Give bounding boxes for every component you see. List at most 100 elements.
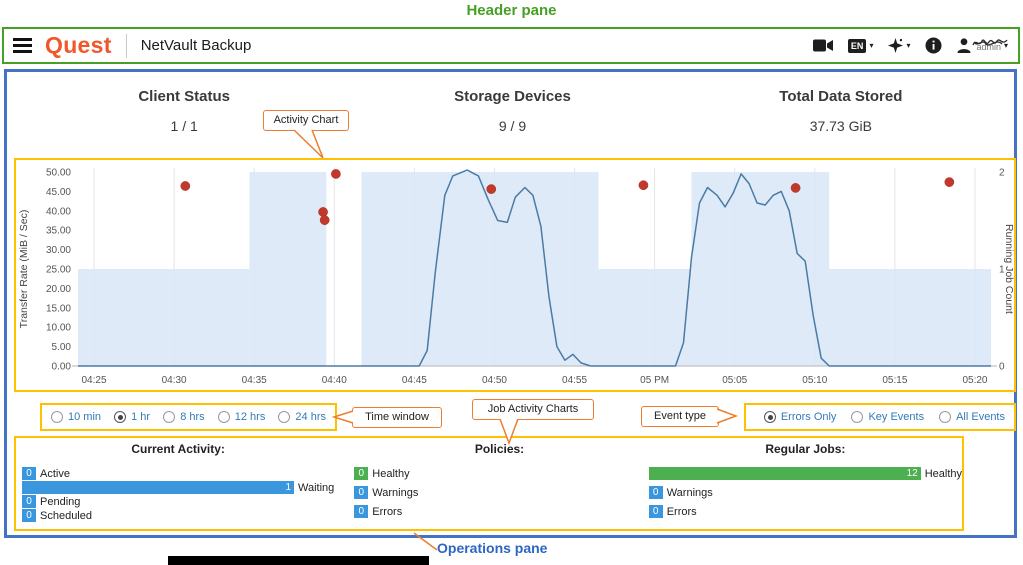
ops-value-badge[interactable]: 0 bbox=[22, 495, 36, 508]
radio-1-hr[interactable]: 1 hr bbox=[114, 411, 150, 423]
radio-label: 8 hrs bbox=[180, 411, 205, 423]
header-divider bbox=[125, 33, 127, 58]
summary-row: Client Status 1 / 1 Storage Devices 9 / … bbox=[20, 88, 1005, 134]
radio-button[interactable] bbox=[763, 411, 776, 423]
ops-group-title: Current Activity: bbox=[131, 442, 225, 456]
annotation-time-window: Time window bbox=[352, 407, 442, 428]
client-status-value: 1 / 1 bbox=[170, 118, 198, 134]
svg-text:15.00: 15.00 bbox=[46, 303, 71, 314]
total-data-stored-label: Total Data Stored bbox=[779, 88, 903, 105]
ops-value-badge[interactable]: 0 bbox=[22, 467, 36, 480]
chevron-down-icon: ▾ bbox=[1003, 41, 1008, 50]
radio-8-hrs[interactable]: 8 hrs bbox=[163, 411, 205, 423]
ops-row-errors[interactable]: 0 Errors bbox=[354, 505, 644, 518]
ops-row-waiting[interactable]: 1 Waiting bbox=[22, 481, 334, 494]
radio-label: 10 min bbox=[68, 411, 102, 423]
ops-row-label: Active bbox=[40, 467, 70, 480]
ops-value-bar[interactable]: 12 bbox=[648, 467, 921, 480]
info-button[interactable] bbox=[925, 37, 942, 54]
ops-value-badge[interactable]: 0 bbox=[648, 486, 663, 499]
ops-row-warnings[interactable]: 0 Warnings bbox=[354, 486, 644, 499]
ops-value-badge[interactable]: 0 bbox=[354, 486, 369, 499]
radio-button[interactable] bbox=[278, 411, 291, 423]
svg-text:05:10: 05:10 bbox=[802, 375, 827, 386]
radio-label: 1 hr bbox=[131, 411, 151, 423]
language-menu[interactable]: EN ▾ bbox=[847, 38, 874, 53]
radio-errors-only[interactable]: Errors Only bbox=[763, 411, 836, 423]
ops-group-title: Policies: bbox=[474, 442, 525, 456]
svg-text:04:35: 04:35 bbox=[242, 375, 267, 386]
quest-logo[interactable]: Quest bbox=[45, 32, 112, 58]
radio-button[interactable] bbox=[163, 411, 176, 423]
window-edge-bar bbox=[168, 556, 429, 565]
ops-value-badge[interactable]: 0 bbox=[354, 467, 369, 480]
ops-value-badge[interactable]: 0 bbox=[22, 509, 36, 522]
time-window-group: 10 min 1 hr 8 hrs 12 hrs 24 hrs bbox=[40, 403, 337, 431]
annotation-activity-chart: Activity Chart bbox=[263, 110, 349, 131]
radio-button[interactable] bbox=[851, 411, 864, 423]
svg-text:04:45: 04:45 bbox=[402, 375, 427, 386]
ops-value-badge[interactable]: 0 bbox=[648, 505, 663, 518]
radio-24-hrs[interactable]: 24 hrs bbox=[278, 411, 326, 423]
ops-value-bar[interactable]: 1 bbox=[22, 481, 294, 494]
ops-row-label: Healthy bbox=[924, 467, 962, 480]
info-icon bbox=[925, 37, 942, 54]
svg-text:5.00: 5.00 bbox=[52, 342, 72, 353]
radio-label: 12 hrs bbox=[234, 411, 266, 423]
radio-button[interactable] bbox=[217, 411, 230, 423]
radio-button[interactable] bbox=[114, 411, 127, 423]
radio-10-min[interactable]: 10 min bbox=[51, 411, 101, 423]
svg-text:1: 1 bbox=[999, 265, 1005, 276]
header-icons: EN ▾ ▾ admin ▾ bbox=[812, 37, 1008, 55]
svg-text:30.00: 30.00 bbox=[46, 245, 71, 256]
ops-row-pending[interactable]: 0 Pending bbox=[22, 495, 334, 508]
svg-text:0: 0 bbox=[999, 362, 1005, 373]
radio-button[interactable] bbox=[51, 411, 63, 423]
video-tutorial-icon[interactable] bbox=[812, 39, 833, 52]
storage-devices-value: 9 / 9 bbox=[498, 118, 527, 134]
annotation-header-pane-label: Header pane bbox=[466, 2, 557, 19]
radio-12-hrs[interactable]: 12 hrs bbox=[217, 411, 266, 423]
radio-all-events[interactable]: All Events bbox=[939, 411, 1005, 423]
activity-chart[interactable]: 50.00 45.00 40.00 35.00 30.00 25.00 20.00 15.00… bbox=[14, 158, 1016, 392]
svg-text:35.00: 35.00 bbox=[46, 226, 71, 237]
ops-row-healthy[interactable]: 12 Healthy bbox=[648, 467, 962, 480]
annotation-job-activity-charts: Job Activity Charts bbox=[472, 399, 594, 420]
ops-row-label: Pending bbox=[40, 495, 81, 508]
ops-row-active[interactable]: 0 Active bbox=[22, 467, 334, 480]
svg-text:04:55: 04:55 bbox=[562, 375, 587, 386]
chevron-down-icon: ▾ bbox=[869, 41, 874, 50]
ops-row-errors[interactable]: 0 Errors bbox=[648, 505, 962, 518]
radio-label: All Events bbox=[956, 411, 1005, 423]
svg-text:04:40: 04:40 bbox=[322, 375, 347, 386]
total-data-stored-summary: Total Data Stored 37.73 GiB bbox=[677, 88, 1005, 134]
ops-row-label: Errors bbox=[666, 505, 697, 518]
ops-row-healthy[interactable]: 0 Healthy bbox=[354, 467, 644, 480]
ops-row-label: Scheduled bbox=[40, 509, 92, 522]
ops-group-current-activity-: Current Activity: 0 Active 1 Waiting 0 Pending… bbox=[16, 438, 334, 529]
chevron-down-icon: ▾ bbox=[906, 41, 911, 50]
ops-row-label: Warnings bbox=[372, 486, 419, 499]
ops-row-warnings[interactable]: 0 Warnings bbox=[648, 486, 962, 499]
menu-icon[interactable] bbox=[13, 35, 32, 56]
svg-text:05 PM: 05 PM bbox=[640, 375, 669, 386]
radio-button[interactable] bbox=[939, 411, 952, 423]
user-menu[interactable]: admin ▾ bbox=[957, 37, 1008, 55]
svg-text:2: 2 bbox=[999, 168, 1005, 179]
svg-text:05:20: 05:20 bbox=[962, 375, 987, 386]
ops-value-badge[interactable]: 0 bbox=[354, 505, 369, 518]
svg-text:Transfer Rate (MiB / Sec): Transfer Rate (MiB / Sec) bbox=[18, 210, 30, 329]
ops-row-scheduled[interactable]: 0 Scheduled bbox=[22, 509, 334, 522]
ops-row-label: Healthy bbox=[372, 467, 410, 480]
ops-group-title: Regular Jobs: bbox=[765, 442, 846, 456]
ops-group-policies-: Policies: 0 Healthy 0 Warnings 0 Errors bbox=[334, 438, 644, 529]
job-activity-charts: Current Activity: 0 Active 1 Waiting 0 Pending… bbox=[14, 436, 964, 531]
radio-key-events[interactable]: Key Events bbox=[851, 411, 924, 423]
header-pane: Quest NetVault Backup EN ▾ ▾ admin bbox=[2, 27, 1020, 64]
language-badge: EN bbox=[847, 38, 867, 53]
event-type-group: Errors Only Key Events All Events bbox=[744, 403, 1016, 431]
whats-new-menu[interactable]: ▾ bbox=[888, 38, 910, 53]
radio-label: Key Events bbox=[868, 411, 925, 423]
svg-text:40.00: 40.00 bbox=[46, 206, 71, 217]
